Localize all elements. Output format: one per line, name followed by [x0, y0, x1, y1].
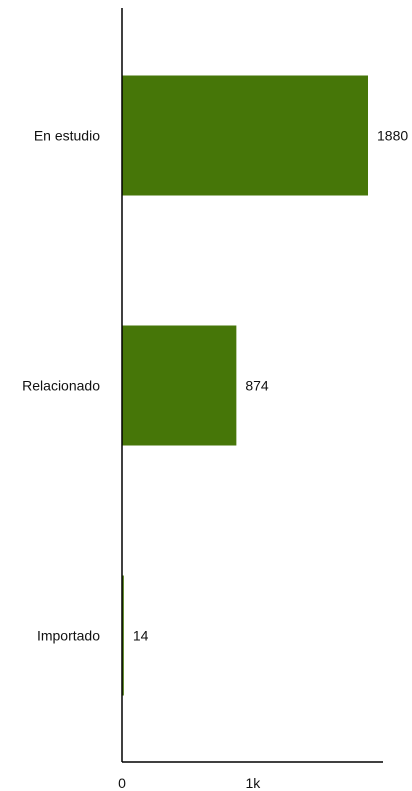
bars-layer	[122, 75, 368, 696]
bar-en-estudio	[122, 75, 368, 196]
axis-layer	[121, 8, 383, 763]
x-tick-label: 0	[118, 775, 126, 791]
bar-relacionado	[122, 325, 237, 446]
category-label: Importado	[37, 628, 100, 644]
value-label: 1880	[377, 128, 408, 144]
bar-importado	[122, 575, 124, 696]
category-label: En estudio	[34, 128, 100, 144]
labels-layer: En estudio 1880 Relacionado 874 Importado 14 0…	[22, 128, 408, 791]
value-label: 874	[245, 378, 269, 394]
x-tick-label: 1k	[245, 775, 261, 791]
value-label: 14	[133, 628, 149, 644]
category-label: Relacionado	[22, 378, 100, 394]
